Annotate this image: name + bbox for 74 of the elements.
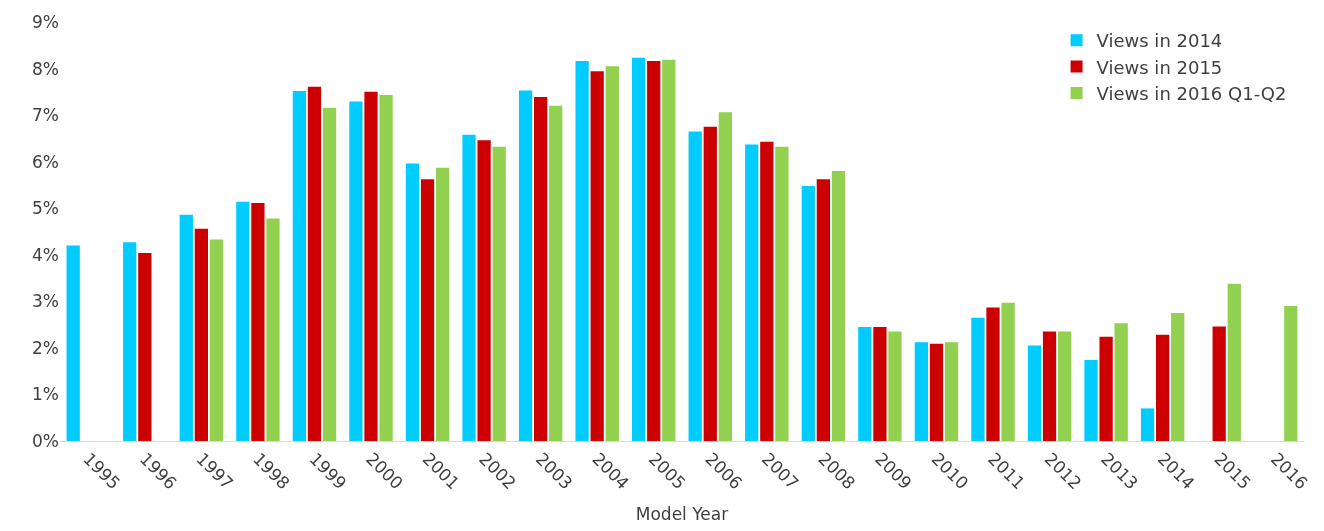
bar — [534, 96, 548, 441]
bar — [379, 95, 393, 441]
bar — [1042, 331, 1057, 441]
bar — [605, 66, 619, 441]
y-tick-label: 4% — [32, 244, 59, 265]
bar — [632, 57, 646, 441]
bar — [703, 126, 717, 441]
bar — [266, 218, 280, 441]
y-tick-label: 2% — [32, 337, 59, 358]
bar — [251, 203, 265, 441]
bar — [549, 105, 563, 441]
y-tick-label: 7% — [32, 105, 59, 126]
bar — [718, 112, 732, 441]
bar — [760, 141, 774, 441]
bar — [518, 90, 533, 441]
bar — [138, 252, 152, 441]
bar — [1171, 312, 1185, 441]
bar — [292, 90, 307, 441]
bar — [322, 107, 337, 441]
bar — [209, 239, 224, 441]
bar — [745, 144, 759, 441]
y-tick-label: 6% — [32, 151, 59, 172]
bar — [435, 167, 450, 441]
bar — [775, 146, 789, 441]
bar — [971, 317, 985, 441]
bar — [831, 170, 846, 441]
y-tick-label: 0% — [32, 430, 59, 451]
bar — [873, 326, 887, 441]
bar — [1057, 331, 1072, 441]
bar — [405, 163, 420, 441]
bar — [1027, 345, 1042, 441]
bar — [462, 134, 476, 441]
bar — [858, 326, 872, 441]
bar — [349, 101, 363, 441]
bar — [1227, 283, 1241, 441]
bar — [929, 343, 944, 441]
bar — [1284, 305, 1298, 441]
bar — [688, 131, 702, 441]
bar — [179, 214, 193, 441]
bar — [364, 91, 378, 441]
bar — [801, 185, 815, 441]
bar — [647, 61, 661, 441]
y-tick-label: 8% — [32, 58, 59, 79]
bar — [1140, 408, 1155, 441]
y-tick-label: 5% — [32, 198, 59, 219]
bar — [236, 201, 250, 441]
bar — [1212, 326, 1226, 441]
bar — [1114, 323, 1128, 441]
legend-label: Views in 2015 — [1096, 56, 1223, 78]
y-tick-label: 1% — [32, 384, 59, 405]
bar — [986, 307, 1000, 441]
bar — [1099, 336, 1113, 441]
bar — [194, 228, 208, 441]
bar — [914, 342, 929, 441]
x-axis-title: Model Year — [635, 503, 729, 524]
y-tick-label: 9% — [32, 11, 59, 32]
bar — [1156, 334, 1170, 441]
legend-label: Views in 2014 — [1096, 30, 1223, 52]
bar — [492, 146, 506, 441]
bar — [944, 342, 959, 441]
bar — [477, 140, 491, 441]
legend-label: Views in 2016 Q1-Q2 — [1096, 83, 1287, 105]
bar — [590, 71, 604, 441]
bar — [123, 242, 137, 441]
bar — [1084, 359, 1098, 441]
y-tick-label: 3% — [32, 291, 59, 312]
bar — [66, 245, 80, 441]
bar — [888, 331, 902, 441]
bar — [816, 179, 830, 441]
bar — [307, 86, 322, 441]
bar — [420, 179, 435, 441]
bar — [662, 59, 676, 441]
bar — [575, 61, 589, 441]
bar — [1001, 302, 1015, 441]
